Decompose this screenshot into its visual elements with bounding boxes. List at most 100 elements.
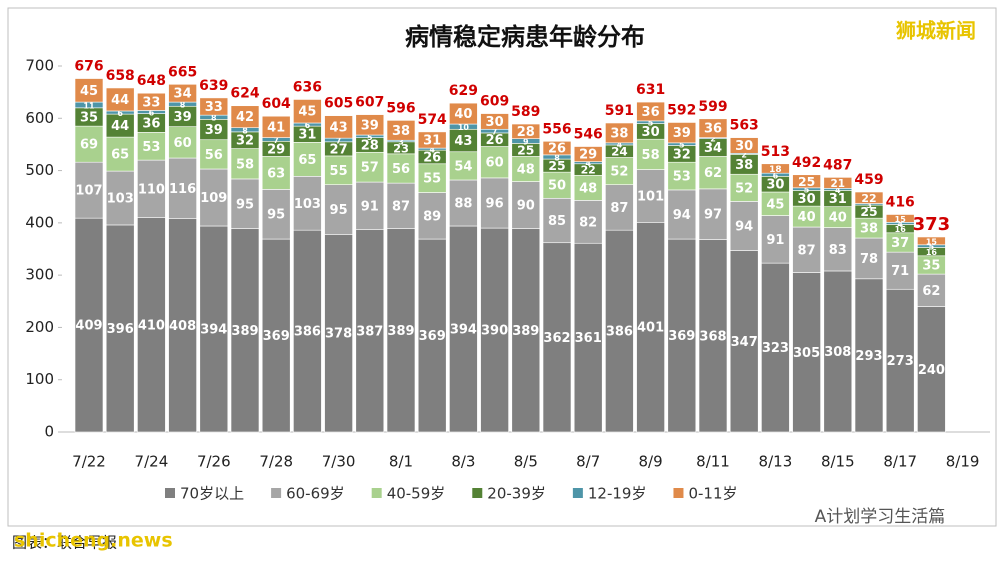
total-label: 609 xyxy=(480,94,509,110)
bar-segment xyxy=(605,122,634,144)
bar-segment xyxy=(293,229,322,433)
bar-segment xyxy=(417,238,447,433)
segment-label: 7 xyxy=(336,136,342,145)
segment-label: 22 xyxy=(861,192,876,205)
segment-label: 362 xyxy=(543,331,570,346)
bar-segment xyxy=(105,87,135,112)
segment-label: 8 xyxy=(211,114,217,123)
bar-segment xyxy=(386,120,416,141)
y-tick-label: 0 xyxy=(44,423,54,441)
bar-segment xyxy=(511,123,541,139)
segment-label: 25 xyxy=(798,174,815,189)
legend-swatch xyxy=(472,488,483,498)
total-label: 658 xyxy=(106,68,135,84)
segment-label: 90 xyxy=(517,199,535,214)
bar-segment xyxy=(636,101,665,122)
legend-label: 40-59岁 xyxy=(387,485,446,503)
x-tick-label: 7/30 xyxy=(322,453,356,471)
bar-segment xyxy=(293,99,322,124)
segment-label: 369 xyxy=(419,329,446,344)
segment-label: 45 xyxy=(766,197,784,212)
segment-label: 3 xyxy=(866,201,872,210)
total-label: 416 xyxy=(886,194,915,210)
bar-segment xyxy=(261,238,291,433)
bar-segment xyxy=(449,179,478,227)
bar-segment xyxy=(168,84,197,103)
bar-segment xyxy=(168,218,197,433)
segment-label: 58 xyxy=(236,157,254,172)
segment-label: 44 xyxy=(111,119,129,134)
segment-label: 2 xyxy=(710,135,716,144)
segment-label: 378 xyxy=(325,327,352,342)
segment-label: 35 xyxy=(80,110,98,125)
segment-label: 38 xyxy=(735,158,753,173)
segment-label: 95 xyxy=(330,203,348,218)
bar-segment xyxy=(324,115,353,139)
segment-label: 34 xyxy=(174,87,192,102)
segment-label: 97 xyxy=(704,208,722,223)
segment-label: 11 xyxy=(83,101,95,110)
segment-label: 4 xyxy=(429,146,435,155)
x-tick-label: 8/9 xyxy=(639,453,663,471)
bar-segment xyxy=(792,174,821,189)
segment-label: 16 xyxy=(895,225,907,234)
segment-label: 56 xyxy=(205,148,223,163)
bar-segment xyxy=(261,156,291,190)
segment-label: 26 xyxy=(548,142,566,157)
bar-segment xyxy=(417,131,447,149)
segment-label: 58 xyxy=(642,148,660,163)
segment-label: 40 xyxy=(454,107,472,122)
x-tick-label: 7/28 xyxy=(259,453,293,471)
bar-segment xyxy=(168,126,197,159)
segment-label: 87 xyxy=(610,201,628,216)
bar-segment xyxy=(386,182,416,229)
segment-label: 323 xyxy=(762,341,789,356)
legend-label: 20-39岁 xyxy=(487,485,546,503)
segment-label: 240 xyxy=(918,363,945,378)
segment-label: 4 xyxy=(617,140,623,149)
segment-label: 27 xyxy=(330,142,348,157)
segment-label: 107 xyxy=(75,184,102,199)
segment-label: 369 xyxy=(668,329,695,344)
segment-label: 85 xyxy=(548,214,566,229)
segment-label: 401 xyxy=(637,321,664,336)
bar-segment xyxy=(137,217,166,433)
bar-segment xyxy=(324,155,353,185)
total-label: 648 xyxy=(137,73,166,89)
segment-label: 30 xyxy=(798,192,816,207)
segment-label: 30 xyxy=(642,125,660,140)
segment-label: 305 xyxy=(793,346,820,361)
bar-segment xyxy=(605,184,634,231)
bar-segment xyxy=(636,138,665,170)
bar-segment xyxy=(854,191,884,204)
watermark-url: shicheng.news xyxy=(14,530,173,552)
segment-label: 31 xyxy=(298,128,316,143)
segment-label: 30 xyxy=(766,178,784,193)
segment-label: 4 xyxy=(897,220,903,229)
x-tick-label: 8/13 xyxy=(759,453,793,471)
y-tick-label: 100 xyxy=(25,370,54,388)
bar-segment xyxy=(105,136,135,172)
y-tick-label: 200 xyxy=(25,318,54,336)
total-label: 629 xyxy=(449,83,478,99)
total-label: 607 xyxy=(355,95,384,111)
segment-label: 78 xyxy=(860,252,878,267)
bar-segment xyxy=(667,122,697,144)
x-tick-label: 7/26 xyxy=(197,453,231,471)
segment-label: 39 xyxy=(174,110,192,125)
bar-segment xyxy=(542,140,572,156)
bar-segment xyxy=(542,197,572,244)
segment-label: 63 xyxy=(267,166,285,181)
bar-segment xyxy=(698,118,728,138)
segment-label: 29 xyxy=(267,142,285,157)
segment-label: 103 xyxy=(294,197,321,212)
x-tick-label: 8/19 xyxy=(946,453,980,471)
bar-segment xyxy=(573,146,603,162)
segment-label: 35 xyxy=(922,258,940,273)
segment-label: 394 xyxy=(200,322,227,337)
segment-label: 65 xyxy=(298,153,316,168)
segment-label: 390 xyxy=(481,324,508,339)
segment-label: 16 xyxy=(926,248,938,257)
total-label: 676 xyxy=(74,59,103,75)
